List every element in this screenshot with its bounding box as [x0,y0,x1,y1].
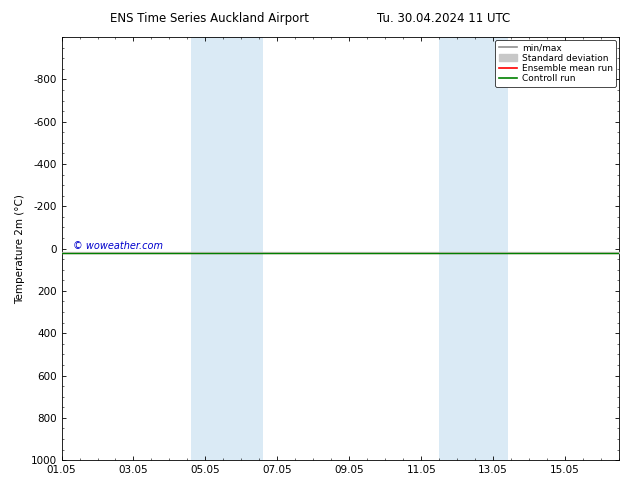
Legend: min/max, Standard deviation, Ensemble mean run, Controll run: min/max, Standard deviation, Ensemble me… [496,40,616,87]
Bar [191,37,263,460]
Text: © woweather.com: © woweather.com [73,242,163,251]
Text: Tu. 30.04.2024 11 UTC: Tu. 30.04.2024 11 UTC [377,12,510,25]
Bar [439,37,507,460]
Y-axis label: Temperature 2m (°C): Temperature 2m (°C) [15,194,25,303]
Text: ENS Time Series Auckland Airport: ENS Time Series Auckland Airport [110,12,309,25]
